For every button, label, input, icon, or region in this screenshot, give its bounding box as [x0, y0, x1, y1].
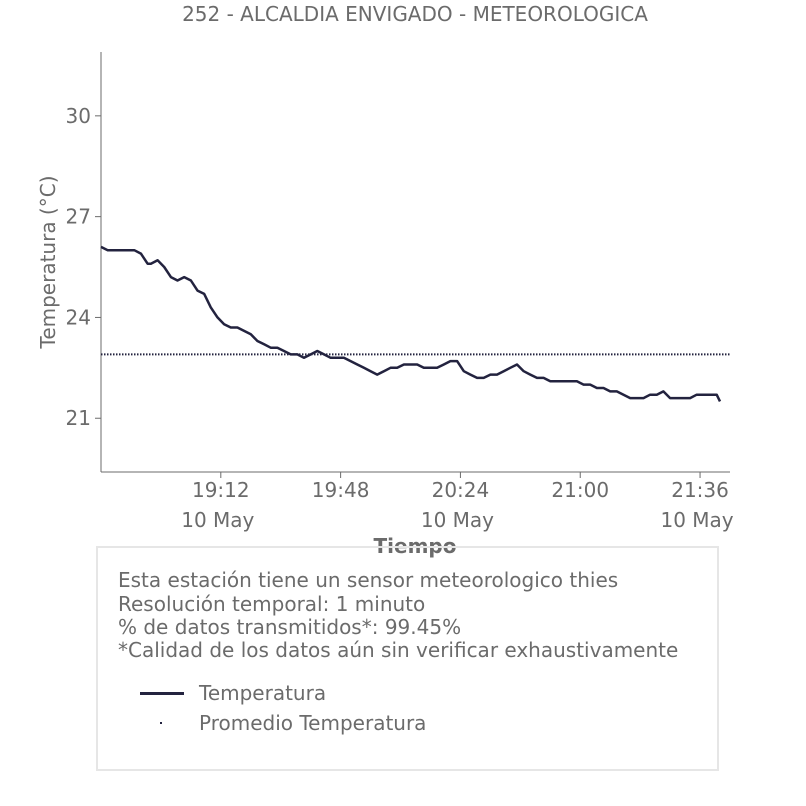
x-tick-label: 21:00 — [551, 478, 609, 502]
y-axis-label: Temperatura (°C) — [36, 175, 60, 349]
info-quality-note: *Calidad de los datos aún sin verificar … — [118, 638, 679, 662]
series-layer — [100, 245, 730, 402]
y-tick-label: 21 — [66, 406, 91, 430]
info-box: Esta estación tiene un sensor meteorolog… — [96, 546, 719, 771]
info-transmitted: % de datos transmitidos*: 99.45% — [118, 615, 462, 639]
x-tick-label: 19:12 — [192, 478, 250, 502]
x-tick-label: 20:24 — [432, 478, 490, 502]
x-tick-date-label: 10 May — [181, 508, 254, 532]
y-tick-label: 27 — [66, 205, 91, 229]
y-tick-label: 30 — [66, 104, 91, 128]
x-tick-date-label: 10 May — [660, 508, 733, 532]
series-line-temperatura — [100, 245, 722, 402]
legend-promedio-label: Promedio Temperatura — [199, 711, 427, 735]
x-tick-label: 19:48 — [312, 478, 370, 502]
x-ticks: 19:12 10 May 19:48 20:24 10 May 21:00 21:36 10 … — [181, 472, 734, 532]
y-ticks: 21 24 27 30 — [66, 104, 101, 430]
x-tick-label: 21:36 — [671, 478, 729, 502]
legend-temperatura-swatch — [140, 692, 184, 695]
info-sensor: Esta estación tiene un sensor meteorolog… — [118, 568, 619, 592]
chart-title: 252 - ALCALDIA ENVIGADO - METEOROLOGICA — [182, 2, 648, 26]
info-resolution: Resolución temporal: 1 minuto — [118, 592, 426, 616]
legend-promedio-swatch — [160, 722, 162, 724]
legend-temperatura-label: Temperatura — [199, 681, 327, 705]
x-tick-date-label: 10 May — [421, 508, 494, 532]
y-tick-label: 24 — [66, 305, 91, 329]
